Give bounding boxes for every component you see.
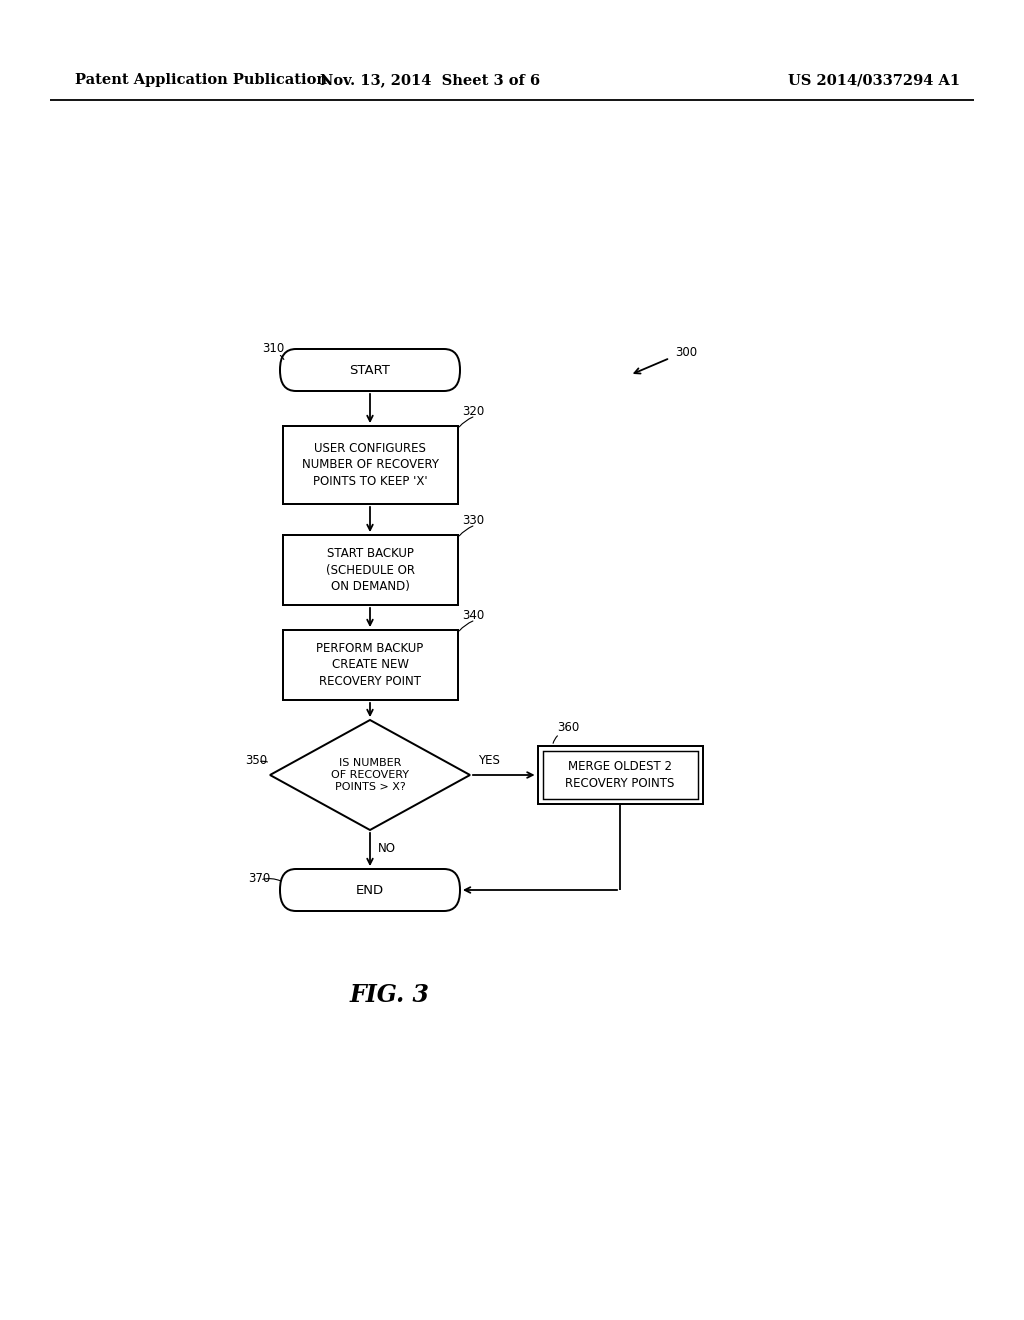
Text: 300: 300 xyxy=(675,346,697,359)
Text: FIG. 3: FIG. 3 xyxy=(350,983,430,1007)
Text: 330: 330 xyxy=(463,513,484,527)
Text: Patent Application Publication: Patent Application Publication xyxy=(75,73,327,87)
Polygon shape xyxy=(270,719,470,830)
Text: 350: 350 xyxy=(245,754,267,767)
Bar xyxy=(543,751,697,799)
Text: Nov. 13, 2014  Sheet 3 of 6: Nov. 13, 2014 Sheet 3 of 6 xyxy=(319,73,540,87)
Text: 320: 320 xyxy=(463,405,484,418)
Text: PERFORM BACKUP
CREATE NEW
RECOVERY POINT: PERFORM BACKUP CREATE NEW RECOVERY POINT xyxy=(316,642,424,688)
Text: IS NUMBER
OF RECOVERY
POINTS > X?: IS NUMBER OF RECOVERY POINTS > X? xyxy=(331,758,409,792)
Text: YES: YES xyxy=(478,754,500,767)
Text: END: END xyxy=(356,883,384,896)
Text: USER CONFIGURES
NUMBER OF RECOVERY
POINTS TO KEEP 'X': USER CONFIGURES NUMBER OF RECOVERY POINT… xyxy=(301,442,438,488)
Bar xyxy=(538,746,702,804)
Text: US 2014/0337294 A1: US 2014/0337294 A1 xyxy=(787,73,961,87)
FancyBboxPatch shape xyxy=(280,348,460,391)
Text: 310: 310 xyxy=(262,342,285,355)
Bar xyxy=(283,630,458,700)
Text: MERGE OLDEST 2
RECOVERY POINTS: MERGE OLDEST 2 RECOVERY POINTS xyxy=(565,760,675,789)
Bar xyxy=(283,426,458,504)
Text: START BACKUP
(SCHEDULE OR
ON DEMAND): START BACKUP (SCHEDULE OR ON DEMAND) xyxy=(326,546,415,593)
Text: START: START xyxy=(349,363,390,376)
Text: NO: NO xyxy=(378,842,396,855)
Text: 360: 360 xyxy=(557,721,580,734)
Text: 340: 340 xyxy=(463,609,484,622)
Bar xyxy=(283,535,458,605)
FancyBboxPatch shape xyxy=(280,869,460,911)
Text: 370: 370 xyxy=(248,871,270,884)
